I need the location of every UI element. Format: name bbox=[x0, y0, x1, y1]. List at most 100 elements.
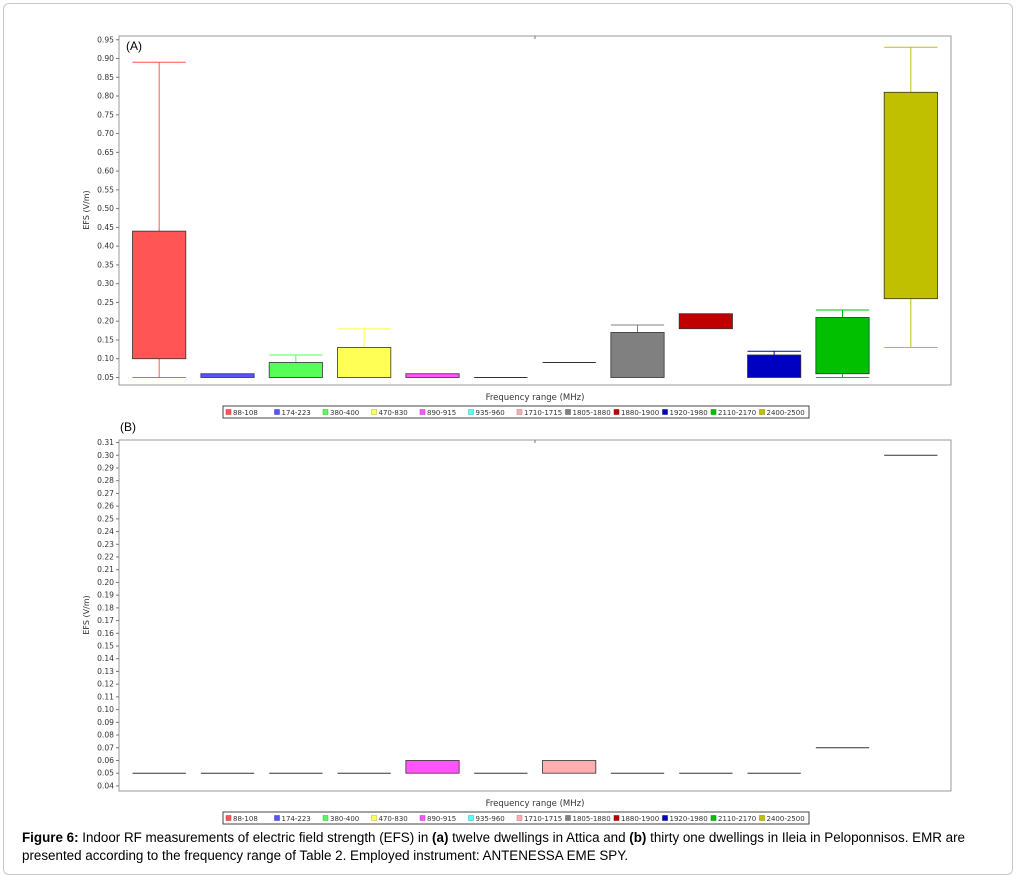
legend-swatch-174-223 bbox=[274, 409, 280, 415]
y-axis-label: EFS (V/m) bbox=[82, 595, 91, 634]
legend-swatch-470-830 bbox=[371, 815, 377, 821]
legend-swatch-2400-2500 bbox=[759, 815, 765, 821]
y-tick-label: 0.31 bbox=[97, 438, 114, 447]
box-1920-1980 bbox=[747, 354, 802, 378]
box-890-915 bbox=[405, 373, 460, 378]
panel-label: (B) bbox=[120, 420, 136, 434]
legend-swatch-1805-1880 bbox=[565, 815, 571, 821]
figure-frame bbox=[3, 3, 1013, 875]
legend-label: 1805-1880 bbox=[573, 815, 611, 823]
y-tick-label: 0.95 bbox=[97, 35, 114, 44]
y-tick-label: 0.21 bbox=[97, 565, 114, 574]
legend-swatch-88-108 bbox=[225, 815, 232, 821]
caption-b-label: (b) bbox=[629, 830, 647, 845]
box-174-223 bbox=[200, 373, 255, 378]
caption-label: Figure 6: bbox=[22, 830, 79, 845]
y-tick-label: 0.14 bbox=[97, 654, 114, 663]
y-tick-label: 0.24 bbox=[97, 527, 114, 536]
x-axis-label: Frequency range (MHz) bbox=[486, 799, 585, 809]
y-tick-label: 0.29 bbox=[97, 463, 114, 472]
y-tick-label: 0.55 bbox=[97, 185, 114, 194]
y-tick-label: 0.65 bbox=[97, 148, 114, 157]
caption-text-1: Indoor RF measurements of electric field… bbox=[78, 830, 433, 845]
legend-swatch-2110-2170 bbox=[710, 815, 717, 821]
y-tick-label: 0.11 bbox=[97, 692, 114, 701]
legend-label: 1920-1980 bbox=[670, 815, 708, 823]
y-tick-label: 0.90 bbox=[97, 54, 114, 63]
legend-swatch-88-108 bbox=[225, 409, 232, 415]
y-tick-label: 0.85 bbox=[97, 73, 114, 82]
legend-label: 2110-2170 bbox=[718, 409, 756, 417]
legend-label: 380-400 bbox=[330, 815, 359, 823]
y-tick-label: 0.20 bbox=[97, 317, 114, 326]
legend-label: 2110-2170 bbox=[718, 815, 756, 823]
box-88-108 bbox=[132, 230, 187, 360]
legend-swatch-1920-1980 bbox=[662, 409, 668, 415]
y-axis-label: EFS (V/m) bbox=[82, 190, 91, 229]
legend-box bbox=[222, 811, 810, 825]
chart-panel-b: 0.04 0.05 0.06 0.07 0.08 0.09 0.10 0.11 0.12 0.13… bbox=[82, 420, 952, 825]
y-tick-label: 0.06 bbox=[97, 756, 114, 765]
caption-text-2: twelve dwellings in Attica and bbox=[448, 830, 630, 845]
y-tick-label: 0.75 bbox=[97, 110, 114, 119]
box-1710-1715 bbox=[542, 760, 597, 774]
legend-swatch-380-400 bbox=[322, 409, 329, 415]
legend-label: 890-915 bbox=[427, 815, 456, 823]
legend: 88-108 174-223 380-400 470-830 890-915 935-96… bbox=[222, 811, 810, 825]
legend-swatch-890-915 bbox=[419, 409, 426, 415]
y-tick-label: 0.50 bbox=[97, 204, 114, 213]
caption-a-label: (a) bbox=[432, 830, 449, 845]
legend-swatch-174-223 bbox=[274, 815, 280, 821]
y-tick-label: 0.04 bbox=[97, 781, 114, 790]
chart-panel-a: 0.05 0.10 0.15 0.20 0.25 0.30 0.35 0.40 0.45 0.50… bbox=[82, 35, 952, 419]
legend-label: 1880-1900 bbox=[621, 409, 659, 417]
box-890-915 bbox=[405, 760, 460, 774]
y-tick-label: 0.27 bbox=[97, 489, 114, 498]
y-tick-label: 0.35 bbox=[97, 260, 114, 269]
y-tick-label: 0.30 bbox=[97, 451, 114, 460]
y-tick-label: 0.13 bbox=[97, 667, 114, 676]
legend-label: 890-915 bbox=[427, 409, 456, 417]
y-tick-label: 0.23 bbox=[97, 540, 114, 549]
y-tick-label: 0.25 bbox=[97, 514, 114, 523]
legend-label: 88-108 bbox=[233, 815, 258, 823]
legend-box bbox=[222, 405, 810, 419]
y-tick-label: 0.20 bbox=[97, 578, 114, 587]
figure-charts: 0.05 0.10 0.15 0.20 0.25 0.30 0.35 0.40 0.45 0.50… bbox=[82, 35, 952, 825]
y-tick-label: 0.16 bbox=[97, 629, 114, 638]
y-tick-label: 0.28 bbox=[97, 476, 114, 485]
legend-swatch-380-400 bbox=[322, 815, 329, 821]
legend-label: 1880-1900 bbox=[621, 815, 659, 823]
y-tick-label: 0.70 bbox=[97, 129, 114, 138]
legend-label: 380-400 bbox=[330, 409, 359, 417]
y-tick-label: 0.08 bbox=[97, 731, 114, 740]
legend-label: 470-830 bbox=[379, 815, 408, 823]
box-2110-2170 bbox=[815, 317, 870, 375]
legend-swatch-2400-2500 bbox=[759, 409, 765, 415]
y-tick-label: 0.40 bbox=[97, 242, 114, 251]
legend-swatch-935-960 bbox=[468, 815, 474, 821]
panel-label: (A) bbox=[126, 39, 142, 53]
legend-label: 174-223 bbox=[282, 815, 311, 823]
legend-label: 1805-1880 bbox=[573, 409, 611, 417]
legend-label: 2400-2500 bbox=[767, 409, 805, 417]
legend-swatch-1920-1980 bbox=[662, 815, 668, 821]
y-tick-label: 0.15 bbox=[97, 335, 114, 344]
legend-swatch-1880-1900 bbox=[613, 815, 620, 821]
legend-swatch-1710-1715 bbox=[516, 815, 523, 821]
x-axis-label: Frequency range (MHz) bbox=[486, 393, 585, 403]
legend-swatch-1805-1880 bbox=[565, 409, 571, 415]
y-tick-label: 0.09 bbox=[97, 718, 114, 727]
legend-label: 470-830 bbox=[379, 409, 408, 417]
plot-area bbox=[118, 439, 952, 792]
box-470-830 bbox=[337, 347, 392, 378]
y-tick-label: 0.07 bbox=[97, 743, 114, 752]
y-tick-label: 0.19 bbox=[97, 591, 114, 600]
y-tick-label: 0.10 bbox=[97, 705, 114, 714]
legend-label: 935-960 bbox=[476, 815, 505, 823]
legend-label: 2400-2500 bbox=[767, 815, 805, 823]
y-tick-label: 0.25 bbox=[97, 298, 114, 307]
y-tick-label: 0.60 bbox=[97, 167, 114, 176]
caption-text-3: thirty one dwellings in Ileia in Pelopon… bbox=[22, 830, 965, 863]
legend-swatch-2110-2170 bbox=[710, 409, 717, 415]
